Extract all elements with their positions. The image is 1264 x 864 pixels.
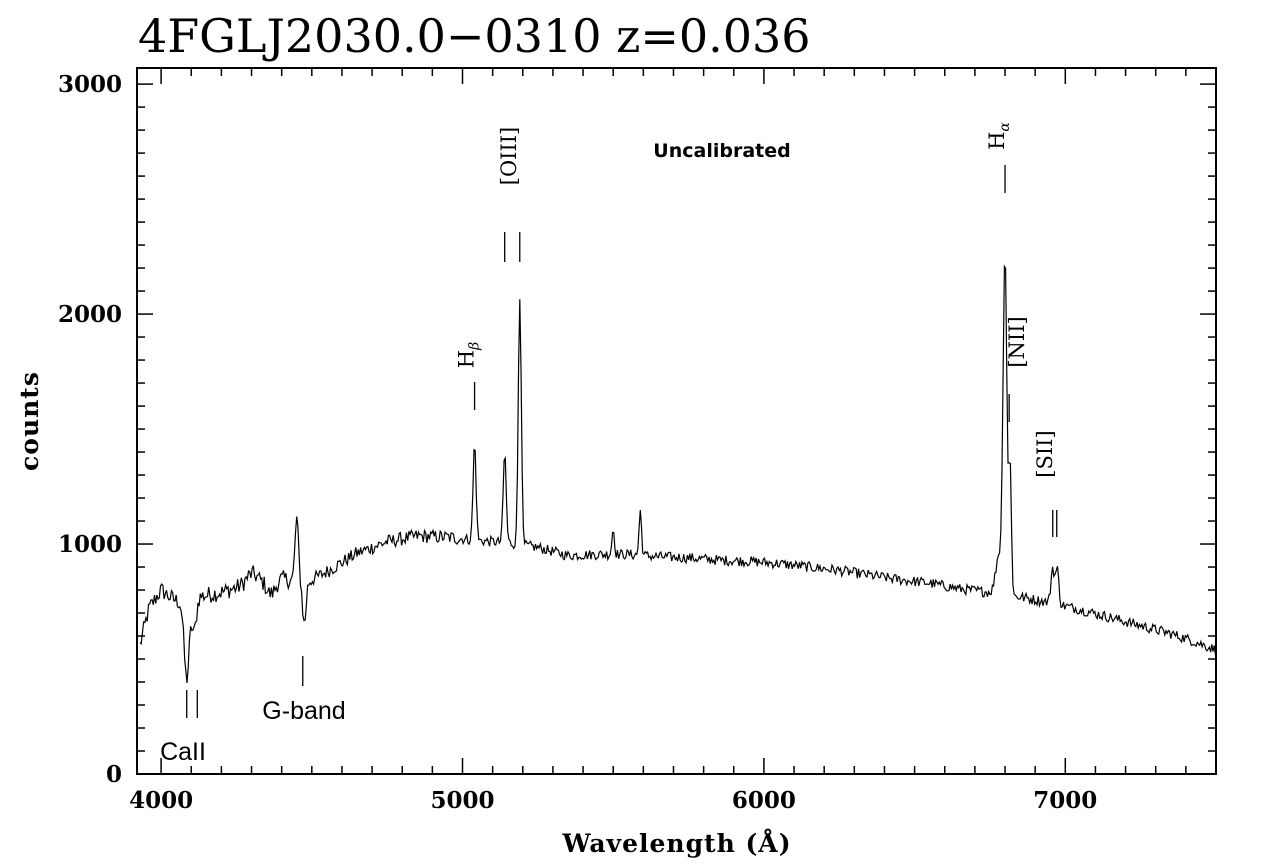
plot-frame xyxy=(136,67,1217,775)
x-tick-label: 5000 xyxy=(431,787,495,814)
spectrum-line xyxy=(139,264,1216,684)
y-axis-label: counts xyxy=(15,371,44,471)
y-tick-label: 2000 xyxy=(58,301,122,328)
y-tick-label: 1000 xyxy=(58,531,122,558)
caii-label: CaII xyxy=(160,738,206,766)
x-tick-label: 6000 xyxy=(732,787,796,814)
x-tick-label: 4000 xyxy=(129,787,193,814)
y-tick-label: 3000 xyxy=(58,71,122,98)
y-tick-label: 0 xyxy=(106,761,122,788)
line-annotations: Hβ [OIII] Hα [NII] [SII] CaII G-band xyxy=(160,122,1058,766)
uncalibrated-note: Uncalibrated xyxy=(653,140,790,162)
oiii-label: [OIII] xyxy=(497,127,521,186)
sii-label: [SII] xyxy=(1033,430,1057,477)
x-axis-label: Wavelength (Å) xyxy=(561,829,791,858)
tick-labels: 4000 5000 6000 7000 0 1000 2000 3000 xyxy=(58,71,1097,814)
x-tick-label: 7000 xyxy=(1033,787,1097,814)
halpha-label: Hα xyxy=(985,122,1013,150)
hbeta-label: Hβ xyxy=(455,342,483,368)
gband-label: G-band xyxy=(262,697,345,725)
nii-label: [NII] xyxy=(1005,316,1029,367)
axis-ticks xyxy=(137,68,1216,775)
chart-title: 4FGLJ2030.0−0310 z=0.036 xyxy=(138,9,811,63)
